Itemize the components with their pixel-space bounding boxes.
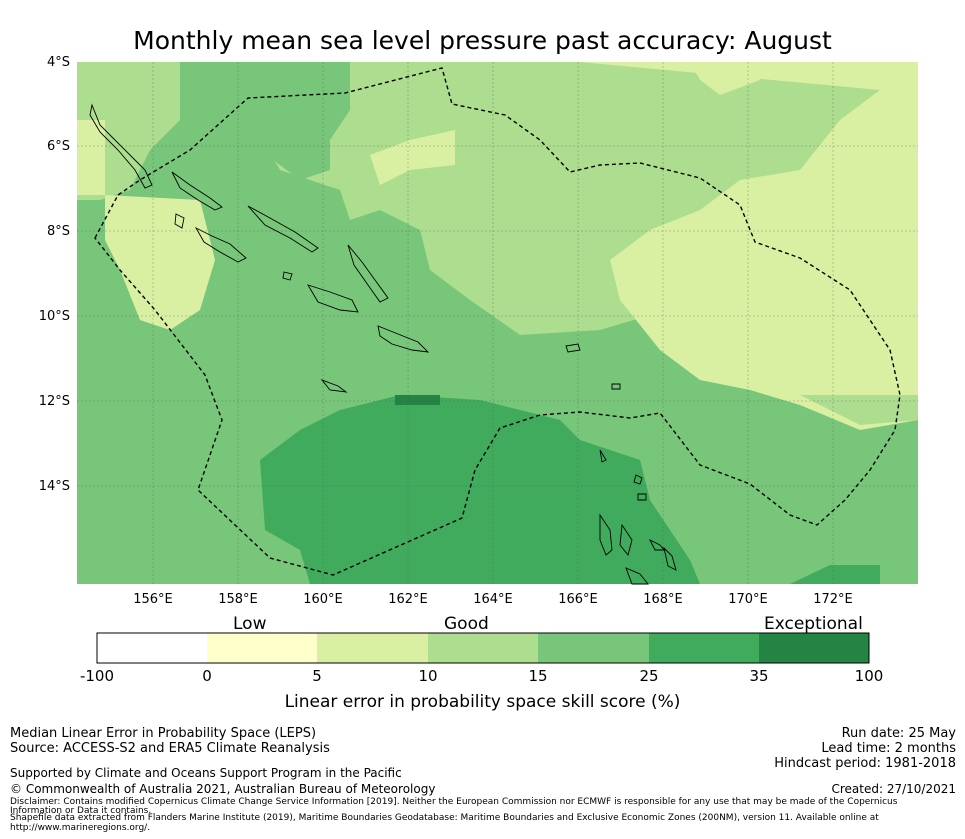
lon-label: 162°E (388, 592, 428, 607)
category-label-good: Good (444, 614, 489, 634)
run-date: Run date: 25 May (841, 726, 956, 741)
colorbar (96, 632, 870, 664)
category-label-low: Low (233, 614, 267, 634)
disclaimer-line: Disclaimer: Contains modified Copernicus… (10, 797, 898, 807)
category-label-exceptional: Exceptional (764, 614, 863, 634)
hindcast-period: Hindcast period: 1981-2018 (774, 756, 956, 771)
lat-label: 8°S (46, 224, 70, 239)
lat-label: 12°S (38, 394, 70, 409)
colorbar-tick: 15 (528, 667, 548, 685)
colorbar-segment-neg100-0 (97, 633, 207, 663)
copyright-text: © Commonwealth of Australia 2021, Austra… (10, 782, 436, 796)
eez-boundary (94, 67, 901, 576)
colorbar-tick: 10 (418, 667, 438, 685)
source-text: Source: ACCESS-S2 and ERA5 Climate Reana… (10, 741, 330, 756)
colorbar-segment-15-25 (538, 633, 649, 663)
method-text: Median Linear Error in Probability Space… (10, 726, 317, 741)
colorbar-tick: 0 (202, 667, 212, 685)
colorbar-tick: 25 (639, 667, 659, 685)
lon-label: 168°E (643, 592, 683, 607)
skill-map (77, 62, 918, 664)
lon-label: 166°E (558, 592, 598, 607)
colorbar-segment-25-35 (649, 633, 759, 663)
lon-label: 170°E (728, 592, 768, 607)
colorbar-segment-35-100 (759, 633, 869, 663)
lat-label: 14°S (38, 479, 70, 494)
colorbar-tick: 100 (854, 667, 884, 685)
lon-label: 156°E (133, 592, 173, 607)
map-gridlines (77, 62, 918, 584)
lead-time: Lead time: 2 months (821, 741, 956, 756)
skill-shading (77, 62, 918, 584)
map-title: Monthly mean sea level pressure past acc… (133, 26, 832, 55)
support-text: Supported by Climate and Oceans Support … (10, 766, 402, 780)
disclaimer-line: Information or Data it contains. (10, 806, 152, 816)
island-coastlines (89, 103, 677, 585)
colorbar-tick: -100 (79, 667, 115, 685)
colorbar-segment-0-5 (207, 633, 317, 663)
colorbar-segment-10-15 (428, 633, 538, 663)
lat-label: 10°S (38, 309, 70, 324)
shapefile-credit-url: http://www.marineregions.org/. (10, 823, 151, 833)
shapefile-credit-line: Shapefile data extracted from Flanders M… (10, 813, 879, 823)
lon-label: 164°E (473, 592, 513, 607)
colorbar-tick: 35 (749, 667, 769, 685)
colorbar-segment-5-10 (317, 633, 428, 663)
created-date: Created: 27/10/2021 (831, 782, 956, 796)
lat-label: 4°S (46, 55, 70, 70)
lon-label: 160°E (303, 592, 343, 607)
colorbar-title: Linear error in probability space skill … (284, 692, 681, 712)
colorbar-tick: 5 (312, 667, 322, 685)
lon-label: 172°E (813, 592, 853, 607)
lon-label: 158°E (218, 592, 258, 607)
lat-label: 6°S (46, 139, 70, 154)
